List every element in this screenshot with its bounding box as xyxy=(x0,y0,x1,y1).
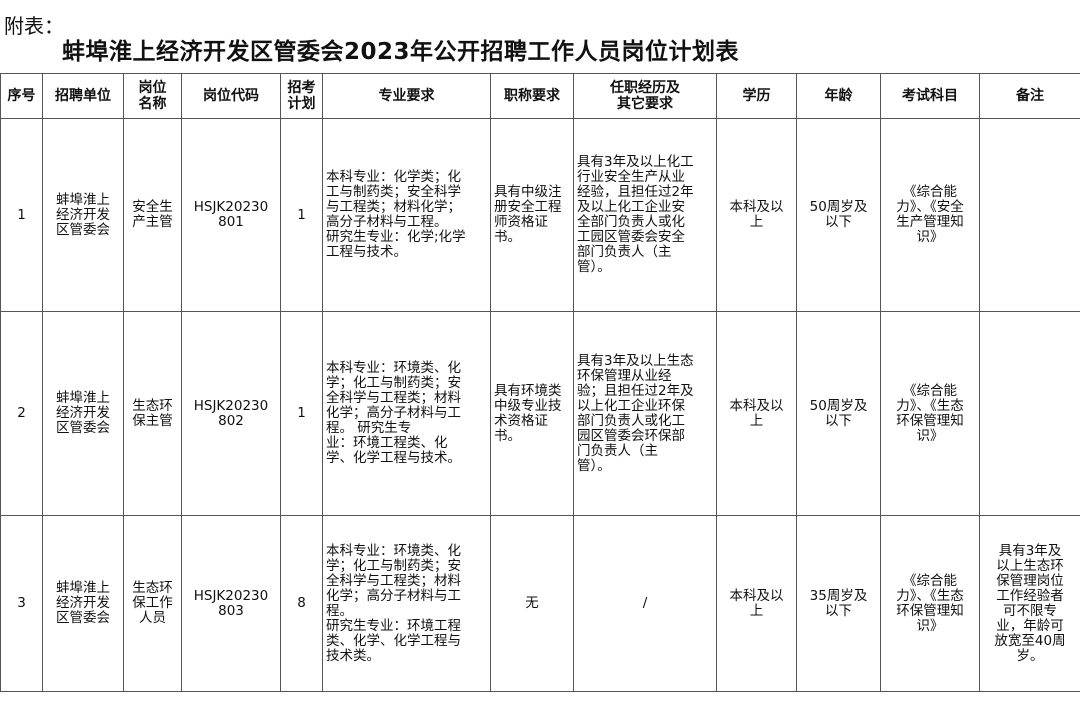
table-row: 2 蚌埠淮上 经济开发 区管委会 生态环 保主管 HSJK20230 802 1… xyxy=(0,311,1080,516)
header-cell: 学历 xyxy=(716,73,797,119)
cell-unit: 蚌埠淮上 经济开发 区管委会 xyxy=(42,515,124,692)
header-cell: 任职经历及 其它要求 xyxy=(573,73,717,119)
cell-position: 生态环 保工作 人员 xyxy=(123,515,182,692)
header-cell: 专业要求 xyxy=(322,73,491,119)
cell-plan: 1 xyxy=(280,118,323,312)
cell-code: HSJK20230 801 xyxy=(181,118,281,312)
cell-plan: 1 xyxy=(280,311,323,516)
cell-index: 1 xyxy=(0,118,43,312)
cell-experience: 具有3年及以上生态 环保管理从业经 验；且担任过2年及 以上化工企业环保 部门负… xyxy=(573,311,717,516)
table-row: 3 蚌埠淮上 经济开发 区管委会 生态环 保工作 人员 HSJK20230 80… xyxy=(0,515,1080,692)
cell-exam: 《综合能 力》、《生态 环保管理知 识》 xyxy=(880,515,980,692)
cell-unit: 蚌埠淮上 经济开发 区管委会 xyxy=(42,311,124,516)
cell-code: HSJK20230 803 xyxy=(181,515,281,692)
cell-education: 本科及以 上 xyxy=(716,118,797,312)
header-cell: 备注 xyxy=(979,73,1080,119)
cell-unit: 蚌埠淮上 经济开发 区管委会 xyxy=(42,118,124,312)
cell-remark xyxy=(979,118,1080,312)
cell-exam: 《综合能 力》、《安全 生产管理知 识》 xyxy=(880,118,980,312)
appendix-label: 附表： xyxy=(4,14,64,38)
header-cell: 序号 xyxy=(0,73,43,119)
cell-age: 50周岁及 以下 xyxy=(796,311,881,516)
page-title: 蚌埠淮上经济开发区管委会2023年公开招聘工作人员岗位计划表 xyxy=(62,39,740,65)
cell-experience: / xyxy=(573,515,717,692)
cell-education: 本科及以 上 xyxy=(716,515,797,692)
cell-title: 具有中级注 册安全工程 师资格证 书。 xyxy=(490,118,574,312)
header-row: 序号 招聘单位 岗位 名称 岗位代码 招考 计划 专业要求 职称要求 任职经历及… xyxy=(0,73,1080,119)
cell-index: 3 xyxy=(0,515,43,692)
cell-title: 无 xyxy=(490,515,574,692)
cell-plan: 8 xyxy=(280,515,323,692)
cell-major: 本科专业：化学类；化 工与制药类；安全科学 与工程类；材料化学； 高分子材料与工… xyxy=(322,118,491,312)
header-cell: 年龄 xyxy=(796,73,881,119)
header-cell: 招考 计划 xyxy=(280,73,323,119)
cell-remark: 具有3年及 以上生态环 保管理岗位 工作经验者 可不限专 业，年龄可 放宽至40… xyxy=(979,515,1080,692)
cell-exam: 《综合能 力》、《生态 环保管理知 识》 xyxy=(880,311,980,516)
cell-code: HSJK20230 802 xyxy=(181,311,281,516)
cell-position: 生态环 保主管 xyxy=(123,311,182,516)
cell-major: 本科专业：环境类、化 学；化工与制药类；安 全科学与工程类；材料 化学；高分子材… xyxy=(322,515,491,692)
recruitment-plan-table: 序号 招聘单位 岗位 名称 岗位代码 招考 计划 专业要求 职称要求 任职经历及… xyxy=(0,73,1080,692)
cell-index: 2 xyxy=(0,311,43,516)
header-cell: 岗位 名称 xyxy=(123,73,182,119)
cell-title: 具有环境类 中级专业技 术资格证 书。 xyxy=(490,311,574,516)
cell-age: 35周岁及 以下 xyxy=(796,515,881,692)
header-cell: 招聘单位 xyxy=(42,73,124,119)
cell-education: 本科及以 上 xyxy=(716,311,797,516)
header-cell: 考试科目 xyxy=(880,73,980,119)
cell-experience: 具有3年及以上化工 行业安全生产从业 经验，且担任过2年 及以上化工企业安 全部… xyxy=(573,118,717,312)
header-cell: 岗位代码 xyxy=(181,73,281,119)
header-cell: 职称要求 xyxy=(490,73,574,119)
cell-age: 50周岁及 以下 xyxy=(796,118,881,312)
table-row: 1 蚌埠淮上 经济开发 区管委会 安全生 产主管 HSJK20230 801 1… xyxy=(0,118,1080,312)
cell-major: 本科专业：环境类、化 学；化工与制药类；安 全科学与工程类；材料 化学；高分子材… xyxy=(322,311,491,516)
cell-position: 安全生 产主管 xyxy=(123,118,182,312)
cell-remark xyxy=(979,311,1080,516)
